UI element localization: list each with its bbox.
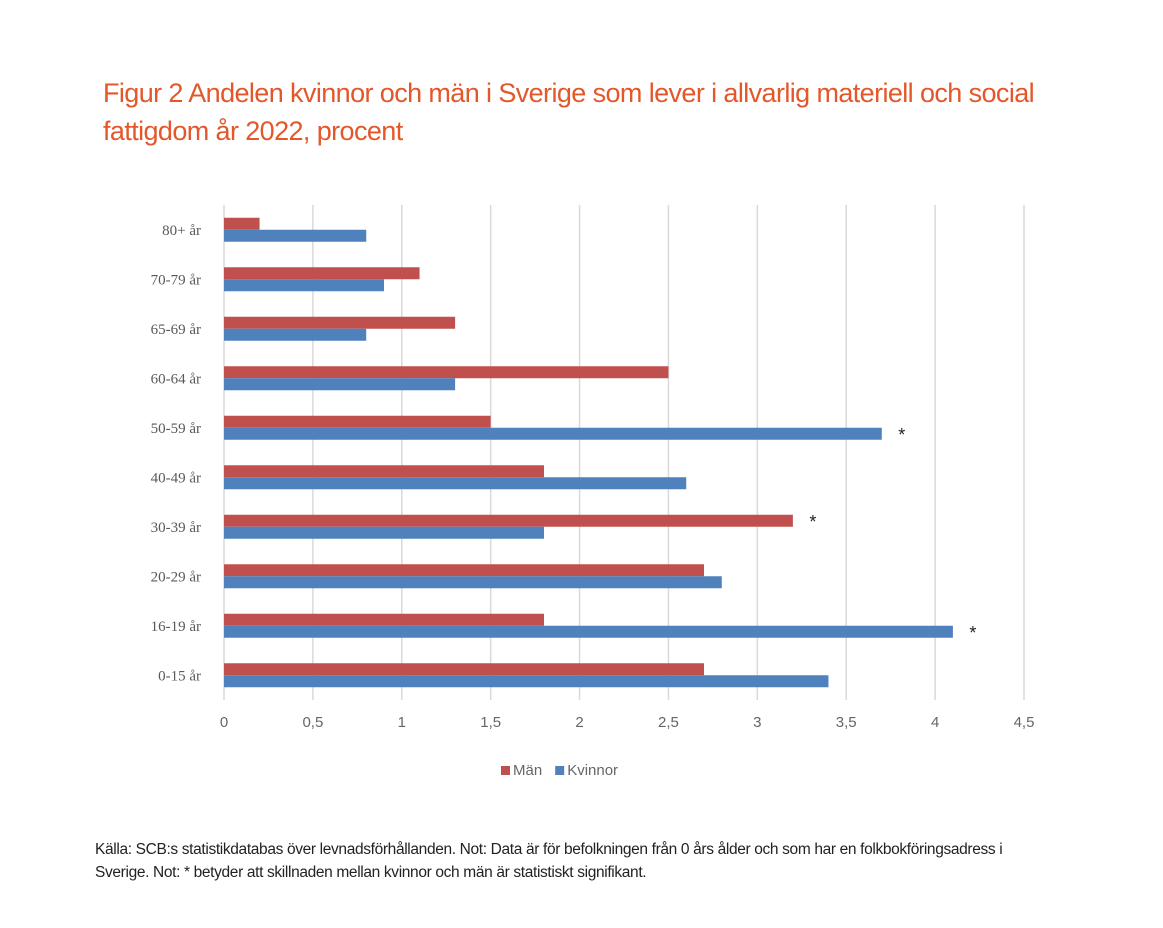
bar-kvinnor	[224, 328, 367, 341]
bar-kvinnor	[224, 625, 953, 638]
bar-kvinnor	[224, 378, 456, 391]
x-tick-label: 3	[753, 714, 761, 731]
bar-kvinnor	[224, 576, 722, 589]
x-tick-label: 3,5	[836, 714, 857, 731]
category-label: 30-39 år	[151, 520, 201, 536]
bar-kvinnor	[224, 526, 544, 539]
significance-marker: *	[898, 425, 905, 445]
x-tick-label: 0	[220, 714, 228, 731]
category-label: 70-79 år	[151, 272, 201, 288]
category-label: 0-15 år	[158, 668, 201, 684]
category-label: 50-59 år	[151, 421, 201, 437]
x-tick-label: 0,5	[302, 714, 323, 731]
legend-label-kvinnor: Kvinnor	[567, 762, 618, 779]
category-label: 40-49 år	[151, 470, 201, 486]
bar-kvinnor	[224, 477, 687, 490]
category-label: 80+ år	[162, 223, 201, 239]
category-label: 60-64 år	[151, 371, 201, 387]
bar-man	[224, 217, 260, 230]
bar-kvinnor	[224, 229, 367, 242]
bars	[224, 217, 953, 688]
bar-man	[224, 514, 793, 527]
bar-man	[224, 415, 491, 428]
x-tick-label: 4	[931, 714, 939, 731]
bar-man	[224, 316, 456, 329]
category-label: 65-69 år	[151, 322, 201, 338]
bar-kvinnor	[224, 279, 384, 292]
significance-marker: *	[809, 512, 816, 532]
significance-annotations: * * *	[809, 425, 976, 643]
category-label: 20-29 år	[151, 569, 201, 585]
x-tick-label: 1	[398, 714, 406, 731]
category-labels: 80+ år 70-79 år 65-69 år 60-64 år 50-59 år 40…	[151, 223, 201, 685]
x-tick-label: 4,5	[1014, 714, 1035, 731]
bar-man	[224, 663, 704, 676]
x-tick-labels: 0 0,5 1 1,5 2 2,5 3 3,5 4 4,5	[220, 714, 1035, 731]
figure-title: Figur 2 Andelen kvinnor och män i Sverig…	[103, 78, 1035, 146]
legend: Män Kvinnor	[501, 762, 618, 779]
bar-man	[224, 613, 544, 626]
bar-man	[224, 366, 669, 379]
category-label: 16-19 år	[151, 619, 201, 635]
x-tick-label: 2,5	[658, 714, 679, 731]
x-tick-label: 1,5	[480, 714, 501, 731]
significance-marker: *	[969, 623, 976, 643]
legend-swatch-man	[501, 766, 510, 775]
bar-kvinnor	[224, 675, 829, 688]
bar-man	[224, 267, 420, 280]
legend-swatch-kvinnor	[555, 766, 565, 775]
legend-label-man: Män	[513, 762, 542, 779]
bar-man	[224, 465, 544, 478]
x-tick-label: 2	[575, 714, 583, 731]
footnote: Källa: SCB:s statistikdatabas över levna…	[95, 841, 1003, 881]
bar-kvinnor	[224, 427, 882, 440]
bar-man	[224, 564, 704, 577]
